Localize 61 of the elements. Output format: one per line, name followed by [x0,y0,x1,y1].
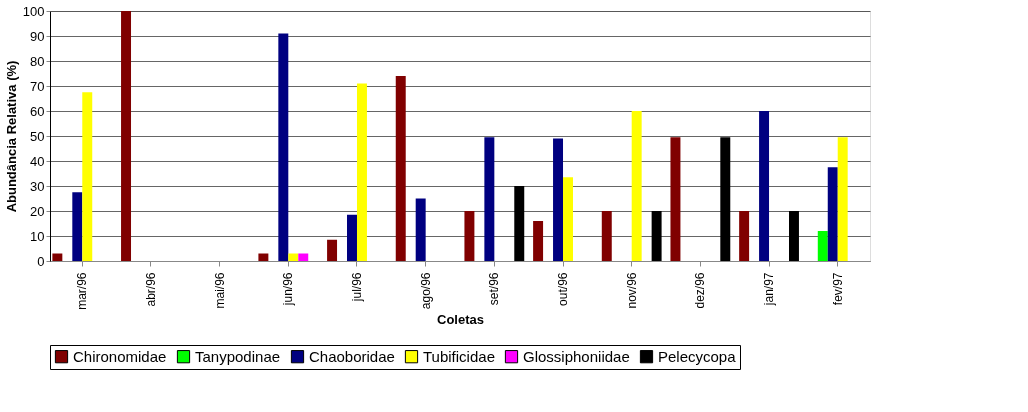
bar [788,211,799,261]
legend-label: Glossiphoniidae [523,347,630,365]
y-tick-label: 80 [30,53,45,69]
y-tick-label: 10 [30,228,45,244]
bar [395,76,406,261]
bar [601,211,612,261]
bar [817,231,828,261]
bar [258,253,269,261]
bar [356,83,367,261]
y-tick-label: 0 [37,253,45,269]
bar [72,192,83,261]
bar [651,211,662,261]
bar [739,211,750,261]
bar [837,137,848,261]
bar [288,253,299,261]
bar [52,253,63,261]
y-tick-label: 90 [30,28,45,44]
x-tick-label: set/96 [487,272,502,306]
bar [347,214,357,261]
bar [720,137,731,261]
bar [298,253,309,261]
y-tick-label: 60 [30,103,45,119]
y-axis-title: Abundância Relativa (%) [3,60,19,213]
x-tick-label: nov/96 [624,272,639,309]
bar [553,138,564,261]
bar [631,111,642,261]
y-tick-label: 40 [30,153,45,169]
x-tick-label: jul/96 [349,272,364,303]
y-tick-label: 20 [30,203,45,219]
legend-label: Tanypodinae [195,347,281,365]
x-tick-label: jun/96 [281,272,296,307]
x-tick-label: out/96 [556,272,571,306]
x-tick-label: jan/97 [762,272,777,307]
legend-label: Tubificidae [423,347,495,365]
bar [327,239,338,261]
bar [533,221,544,261]
bar [827,167,838,261]
bar [278,33,289,261]
bar [464,211,475,261]
x-tick-label: abr/96 [143,272,158,307]
y-tick-label: 50 [30,128,45,144]
legend-label: Pelecycopa [658,347,737,365]
x-tick-label: fev/97 [830,272,845,306]
bar [121,11,132,261]
x-tick-label: ago/96 [418,272,433,310]
x-tick-label: mar/96 [75,272,90,310]
x-tick-label: mai/96 [212,272,227,309]
bar [563,177,573,261]
x-axis-title: Coletas [437,311,484,327]
legend-label: Chaoboridae [309,347,395,365]
y-tick-label: 30 [30,178,45,194]
bar [484,137,495,261]
bar [514,186,525,261]
bar [759,111,770,261]
bar [82,92,93,261]
bar [415,198,426,261]
x-tick-label: dez/96 [693,272,708,309]
y-tick-label: 100 [22,3,45,19]
bar [670,137,681,261]
y-tick-label: 70 [30,78,45,94]
legend-label: Chironomidae [73,347,167,365]
